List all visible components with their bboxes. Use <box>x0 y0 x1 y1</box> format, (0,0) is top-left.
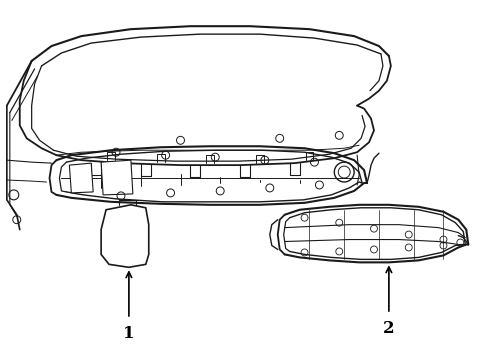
Text: 2: 2 <box>383 320 394 337</box>
Polygon shape <box>101 160 133 195</box>
Polygon shape <box>70 163 93 193</box>
Polygon shape <box>101 205 149 267</box>
Text: 1: 1 <box>123 325 135 342</box>
